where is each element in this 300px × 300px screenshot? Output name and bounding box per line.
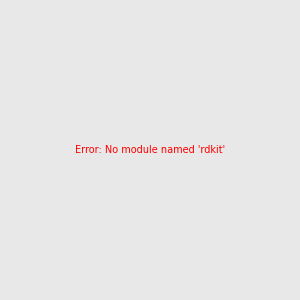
- Text: Error: No module named 'rdkit': Error: No module named 'rdkit': [75, 145, 225, 155]
